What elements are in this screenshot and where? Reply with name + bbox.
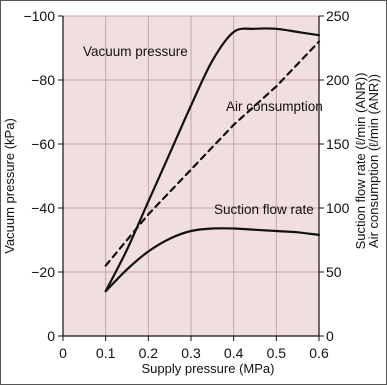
y-tick-label-left: −80 — [31, 72, 55, 88]
annotation-suction-flow-rate: Suction flow rate — [214, 202, 314, 217]
y-tick-label-left: −100 — [23, 8, 55, 24]
x-tick-label: 0.6 — [309, 345, 329, 361]
x-axis-label: Supply pressure (MPa) — [142, 361, 275, 376]
y-tick-label-right: 50 — [326, 264, 342, 280]
y-axis-right-label-2: Air consumption (ℓ/min (ANR)) — [366, 74, 381, 248]
y-tick-label-left: 0 — [47, 328, 55, 344]
y-axis-left-label: Vacuum pressure (kPa) — [2, 118, 17, 254]
x-tick-label: 0.5 — [267, 345, 287, 361]
y-tick-label-right: 250 — [326, 8, 350, 24]
series-line-air-consumption — [104, 40, 321, 267]
series-line-vacuum-pressure — [104, 27, 321, 293]
y-tick-label-left: −40 — [31, 200, 55, 216]
x-tick-label: 0.2 — [139, 345, 159, 361]
x-tick-label: 0.1 — [96, 345, 116, 361]
y-tick-label-right: 0 — [326, 328, 334, 344]
y-tick-label-right: 200 — [326, 72, 350, 88]
x-tick-label: 0.4 — [224, 345, 244, 361]
y-tick-label-right: 150 — [326, 136, 350, 152]
y-tick-label-right: 100 — [326, 200, 350, 216]
x-tick-label: 0.3 — [181, 345, 201, 361]
y-tick-label-left: −20 — [31, 264, 55, 280]
annotation-vacuum-pressure: Vacuum pressure — [83, 44, 188, 59]
x-tick-label: 0 — [59, 345, 67, 361]
annotation-air-consumption: Air consumption — [226, 99, 323, 114]
y-tick-label-left: −60 — [31, 136, 55, 152]
series-line-suction-flow-rate — [104, 227, 321, 293]
y-axis-right-label-1: Suction flow rate (ℓ/min (ANR)) — [353, 73, 368, 250]
